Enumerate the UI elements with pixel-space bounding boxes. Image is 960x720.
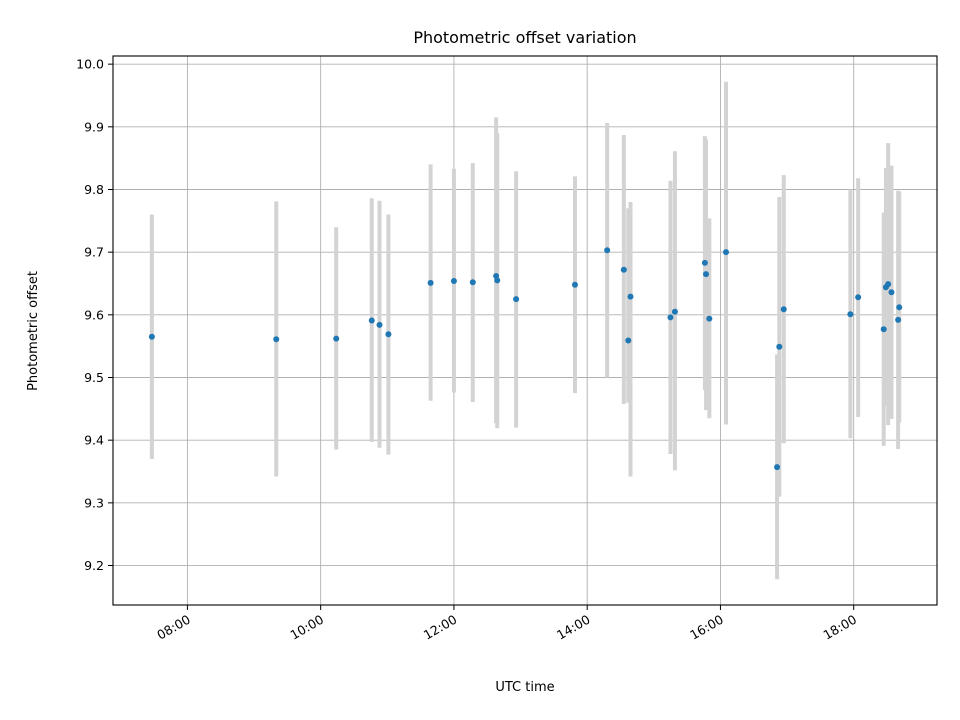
x-tick-label: 08:00 — [154, 612, 193, 643]
data-point — [469, 279, 476, 286]
data-point — [273, 336, 280, 343]
data-point — [571, 281, 578, 288]
data-point — [450, 277, 457, 284]
data-point — [880, 326, 887, 333]
data-point — [895, 316, 902, 323]
data-point — [427, 279, 434, 286]
data-point — [625, 337, 632, 344]
x-axis-ticks: 08:00 10:00 12:00 14:00 16:00 18:00 — [154, 605, 859, 643]
data-point — [368, 317, 375, 324]
y-tick-label: 9.9 — [84, 119, 104, 134]
y-axis-label: Photometric offset — [26, 271, 41, 391]
chart-title: Photometric offset variation — [413, 28, 636, 47]
data-points — [148, 247, 903, 471]
y-tick-label: 9.8 — [84, 182, 104, 197]
y-tick-label: 9.7 — [84, 245, 104, 260]
data-point — [855, 294, 862, 301]
data-point — [885, 281, 892, 288]
x-tick-label: 18:00 — [821, 612, 860, 643]
data-point — [703, 271, 710, 278]
data-point — [604, 247, 611, 254]
y-tick-label: 9.2 — [84, 558, 104, 573]
data-point — [671, 308, 678, 315]
y-axis-ticks: 9.2 9.3 9.4 9.5 9.6 9.7 9.8 9.9 10.0 — [76, 57, 113, 573]
data-point — [385, 331, 392, 338]
data-point — [333, 335, 340, 342]
grid-lines — [113, 56, 937, 605]
x-tick-label: 16:00 — [687, 612, 726, 643]
x-axis-label: UTC time — [495, 680, 554, 695]
data-point — [888, 289, 895, 296]
data-point — [706, 315, 713, 322]
data-point — [701, 259, 708, 266]
data-point — [774, 464, 781, 471]
x-tick-label: 10:00 — [287, 612, 326, 643]
data-point — [723, 249, 730, 256]
data-point — [847, 311, 854, 318]
y-tick-label: 9.5 — [84, 370, 104, 385]
data-point — [148, 333, 155, 340]
data-point — [513, 296, 520, 303]
error-bars — [149, 81, 902, 580]
x-tick-label: 14:00 — [554, 612, 593, 643]
plot-frame — [112, 55, 938, 606]
data-point — [620, 266, 627, 273]
data-point — [776, 343, 783, 350]
data-point — [896, 304, 903, 311]
y-tick-label: 9.6 — [84, 307, 104, 322]
y-tick-label: 9.4 — [84, 433, 104, 448]
data-point — [627, 293, 634, 300]
data-point — [780, 306, 787, 313]
data-point — [494, 277, 501, 284]
y-tick-label: 9.3 — [84, 495, 104, 510]
x-tick-label: 12:00 — [421, 612, 460, 643]
data-point — [376, 321, 383, 328]
y-tick-label: 10.0 — [76, 57, 104, 72]
data-point — [667, 314, 674, 321]
